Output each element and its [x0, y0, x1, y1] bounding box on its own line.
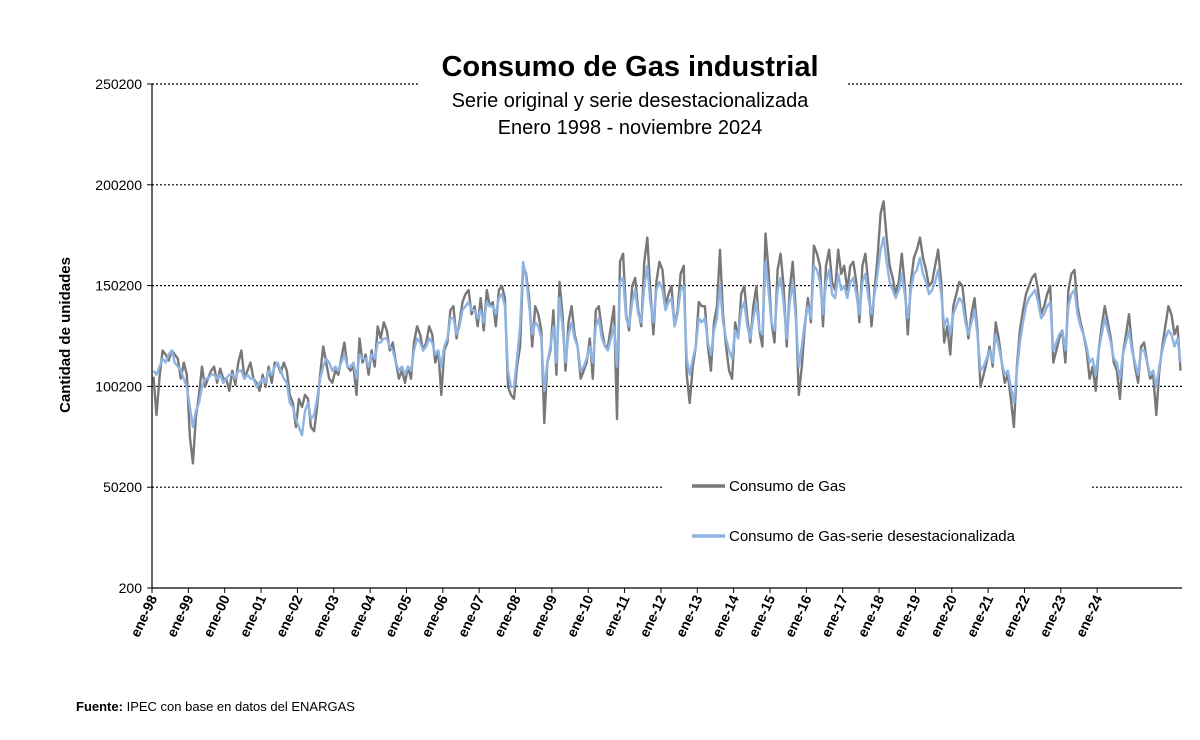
series-line-deseasonalized	[152, 236, 1182, 437]
chart-title: Consumo de Gas industrial	[441, 51, 818, 83]
x-tick-label: ene-14	[709, 592, 742, 639]
x-tick-label: ene-24	[1072, 592, 1105, 639]
chart-subtitle-line2: Enero 1998 - noviembre 2024	[498, 117, 763, 139]
x-tick-label: ene-03	[309, 592, 342, 639]
y-tick-label: 200200	[95, 177, 142, 193]
title-background	[418, 48, 846, 140]
x-tick-label: ene-19	[890, 592, 923, 639]
x-tick-label: ene-05	[381, 592, 414, 639]
x-tick-label: ene-02	[272, 592, 305, 639]
x-tick-label: ene-21	[963, 592, 996, 639]
x-tick-label: ene-99	[163, 592, 196, 639]
x-tick-label: ene-00	[200, 592, 233, 639]
x-tick-label: ene-07	[454, 592, 487, 639]
x-tick-label: ene-09	[527, 592, 560, 639]
x-tick-label: ene-18	[854, 592, 887, 639]
x-tick-label: ene-13	[672, 592, 705, 639]
legend-background	[662, 464, 1092, 554]
x-tick-label: ene-01	[236, 592, 269, 639]
y-tick-label: 250200	[95, 76, 142, 92]
x-tick-label: ene-10	[563, 592, 596, 639]
x-tick-label: ene-98	[127, 592, 160, 639]
legend-label-deseasonalized: Consumo de Gas-serie desestacionalizada	[729, 528, 1016, 545]
y-tick-label: 150200	[95, 278, 142, 294]
x-tick-label: ene-17	[818, 592, 851, 639]
series-group	[152, 200, 1182, 465]
y-tick-label: 100200	[95, 378, 142, 394]
x-tick-label: ene-20	[927, 592, 960, 639]
x-tick-label: ene-06	[418, 592, 451, 639]
x-tick-label: ene-15	[745, 592, 778, 639]
x-tick-label: ene-16	[781, 592, 814, 639]
legend: Consumo de Gas Consumo de Gas-serie dese…	[662, 464, 1092, 554]
grid-lines	[152, 83, 1182, 488]
x-tick-label: ene-04	[345, 592, 378, 639]
x-tick-label: ene-08	[491, 592, 524, 639]
series-line-original	[152, 200, 1182, 465]
y-tick-label: 50200	[103, 479, 142, 495]
source-text: IPEC con base en datos del ENARGAS	[126, 699, 355, 714]
y-tick-label: 200	[119, 580, 143, 596]
source-note: Fuente: IPEC con base en datos del ENARG…	[76, 699, 355, 714]
legend-label-original: Consumo de Gas	[729, 478, 846, 495]
x-tick-label: ene-11	[600, 592, 633, 638]
y-axis-label: Cantidad de unidades	[57, 257, 74, 413]
x-tick-label: ene-12	[636, 592, 669, 639]
x-tick-label: ene-23	[1036, 592, 1069, 639]
x-tick-label: ene-22	[999, 592, 1032, 639]
source-label: Fuente:	[76, 699, 123, 714]
chart-subtitle-line1: Serie original y serie desestacionalizad…	[452, 90, 810, 112]
